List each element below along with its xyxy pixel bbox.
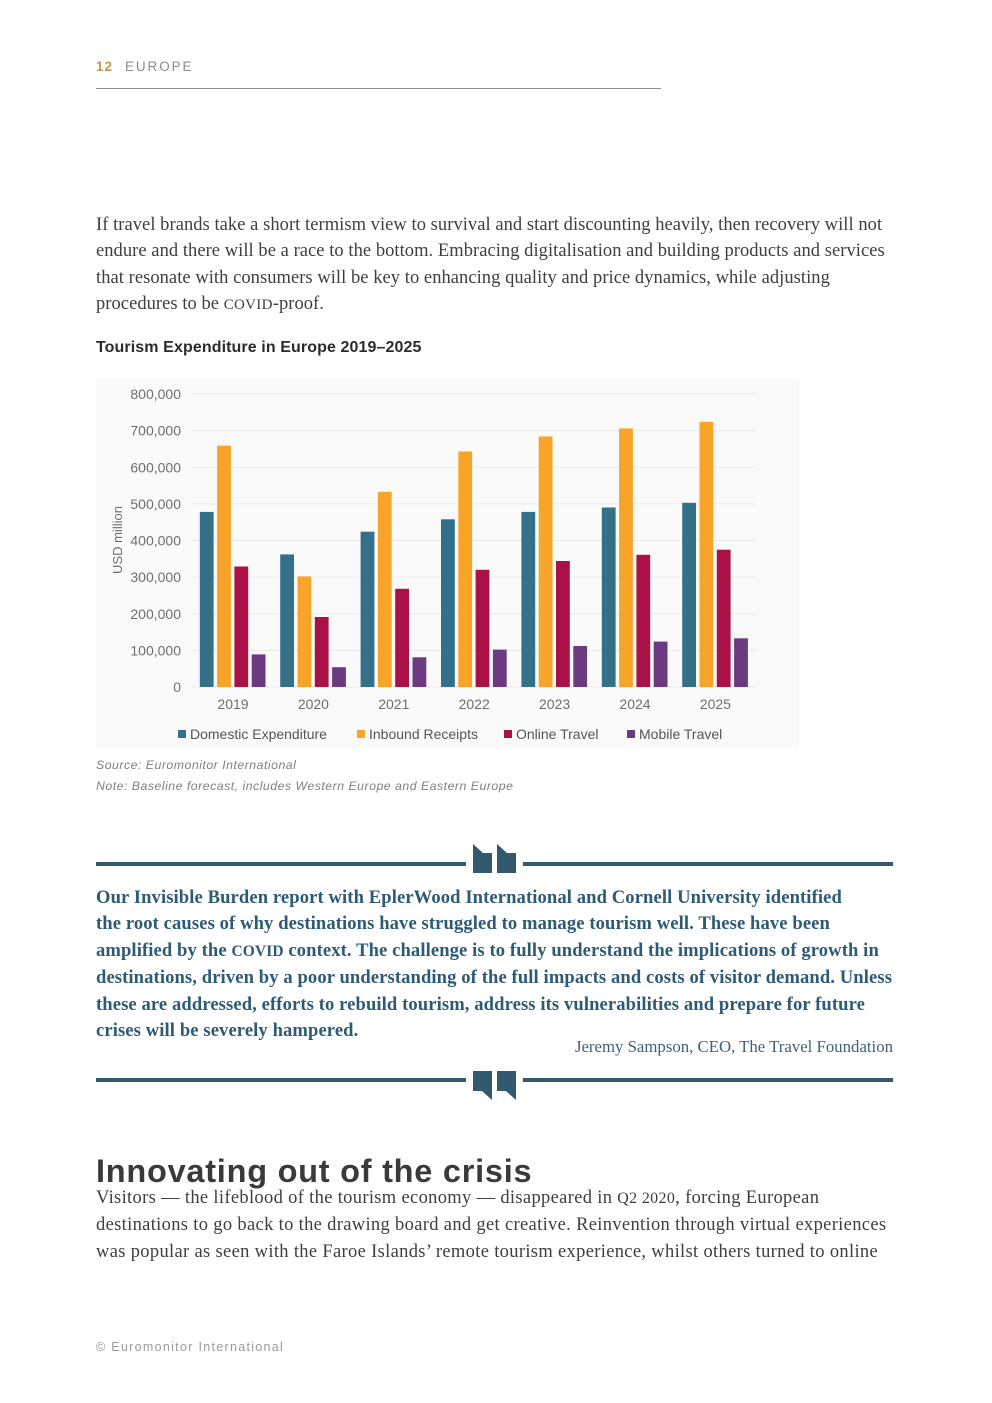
svg-text:2021: 2021 <box>378 696 409 712</box>
svg-text:2020: 2020 <box>298 696 329 712</box>
svg-text:700,000: 700,000 <box>130 423 181 439</box>
svg-text:2024: 2024 <box>619 696 650 712</box>
svg-text:Online Travel: Online Travel <box>516 726 598 742</box>
svg-text:2022: 2022 <box>459 696 490 712</box>
svg-text:2023: 2023 <box>539 696 570 712</box>
svg-text:Mobile Travel: Mobile Travel <box>639 726 722 742</box>
svg-text:0: 0 <box>173 679 181 695</box>
svg-text:400,000: 400,000 <box>130 533 181 549</box>
svg-text:2019: 2019 <box>217 696 248 712</box>
svg-text:USD million: USD million <box>110 506 125 574</box>
svg-text:2025: 2025 <box>700 696 731 712</box>
svg-text:Inbound Receipts: Inbound Receipts <box>369 726 478 742</box>
svg-text:Domestic Expenditure: Domestic Expenditure <box>190 726 327 742</box>
svg-text:200,000: 200,000 <box>130 606 181 622</box>
svg-text:100,000: 100,000 <box>130 642 181 658</box>
svg-text:300,000: 300,000 <box>130 569 181 585</box>
svg-text:500,000: 500,000 <box>130 496 181 512</box>
svg-text:600,000: 600,000 <box>130 459 181 475</box>
svg-text:800,000: 800,000 <box>130 386 181 402</box>
